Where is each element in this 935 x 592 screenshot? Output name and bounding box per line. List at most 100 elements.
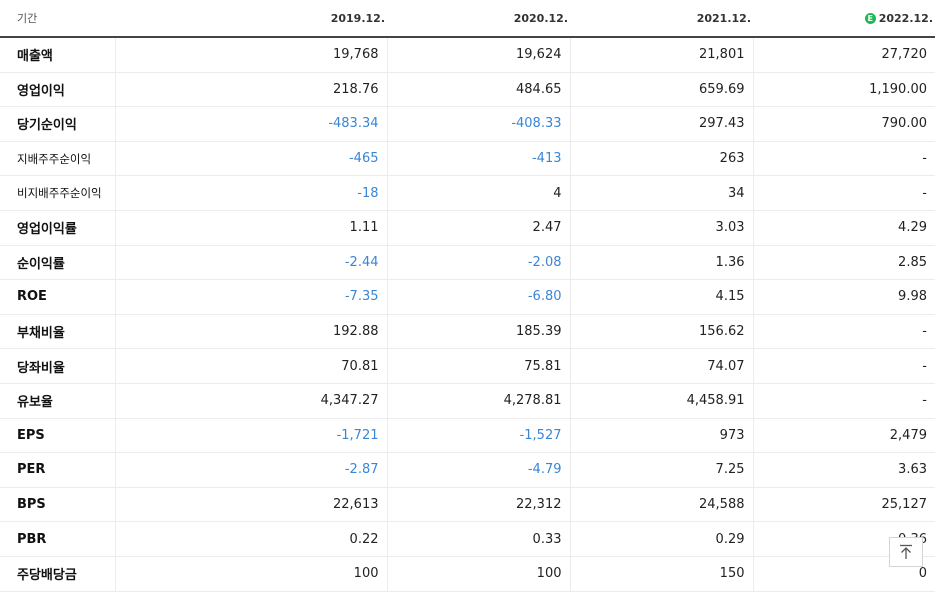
- table-cell: 297.43: [569, 106, 753, 142]
- table-cell: 4.29: [752, 209, 935, 246]
- table-row: 부채비율 192.88 185.39 156.62 -: [0, 313, 935, 350]
- period-header-2022-label: 2022.12.: [878, 11, 933, 25]
- table-row: 주당배당금 100 100 150 0: [0, 555, 935, 592]
- table-cell: 156.62: [569, 313, 753, 350]
- table-cell: 484.65: [386, 72, 570, 108]
- row-label: 매출액: [0, 37, 115, 73]
- table-cell: 75.81: [386, 348, 570, 384]
- table-cell: -2.08: [386, 245, 570, 281]
- table-cell: 1,190.00: [752, 72, 935, 108]
- table-row: 유보율 4,347.27 4,278.81 4,458.91 -: [0, 383, 935, 419]
- table-row: ROE -7.35 -6.80 4.15 9.98: [0, 279, 935, 315]
- table-cell: 4,347.27: [114, 383, 387, 419]
- table-cell: 790.00: [752, 106, 935, 142]
- table-row: 비지배주주순이익 -18 4 34 -: [0, 175, 935, 211]
- period-header-2019: 2019.12.: [115, 0, 387, 38]
- table-cell: 0.29: [569, 521, 753, 557]
- scroll-to-top-button[interactable]: [889, 537, 923, 567]
- table-cell: 3.63: [752, 452, 935, 488]
- period-header-2021: 2021.12.: [570, 0, 753, 38]
- table-cell: -6.80: [386, 279, 570, 315]
- row-label: PBR: [0, 521, 115, 557]
- table-cell: 659.69: [569, 72, 753, 108]
- table-cell: 0.33: [386, 521, 570, 557]
- table-cell: 9.98: [752, 279, 935, 315]
- table-cell: -2.44: [114, 245, 387, 281]
- row-label: 지배주주순이익: [0, 141, 115, 177]
- table-cell: 2.47: [386, 209, 570, 246]
- table-cell: 150: [569, 555, 753, 592]
- row-label: 유보율: [0, 383, 115, 419]
- table-cell: 2.85: [752, 245, 935, 281]
- table-cell: 0.22: [114, 521, 387, 557]
- table-cell: -1,721: [114, 417, 387, 454]
- row-label: 당좌비율: [0, 348, 115, 384]
- arrow-up-to-top-icon: [900, 544, 912, 559]
- table-cell: 25,127: [752, 487, 935, 523]
- table-cell: 4,458.91: [569, 383, 753, 419]
- table-cell: 192.88: [114, 313, 387, 350]
- table-cell: 100: [114, 555, 387, 592]
- table-cell: 74.07: [569, 348, 753, 384]
- row-label: 영업이익: [0, 72, 115, 108]
- table-cell: 973: [569, 417, 753, 454]
- table-row: PER -2.87 -4.79 7.25 3.63: [0, 452, 935, 488]
- table-cell: 1.11: [114, 209, 387, 246]
- table-row: 영업이익 218.76 484.65 659.69 1,190.00: [0, 72, 935, 108]
- table-cell: 19,624: [386, 37, 570, 73]
- row-label: 주당배당금: [0, 555, 115, 592]
- row-label: EPS: [0, 417, 115, 454]
- table-cell: -2.87: [114, 452, 387, 488]
- row-label: 당기순이익: [0, 106, 115, 142]
- row-label: 비지배주주순이익: [0, 175, 115, 211]
- table-row: 순이익률 -2.44 -2.08 1.36 2.85: [0, 245, 935, 281]
- table-row: 매출액 19,768 19,624 21,801 27,720: [0, 37, 935, 73]
- table-cell: -: [752, 175, 935, 211]
- table-row: 당기순이익 -483.34 -408.33 297.43 790.00: [0, 106, 935, 142]
- table-cell: -18: [114, 175, 387, 211]
- table-row: EPS -1,721 -1,527 973 2,479: [0, 417, 935, 454]
- table-row: 영업이익률 1.11 2.47 3.03 4.29: [0, 209, 935, 246]
- period-header-label: 기간: [0, 0, 115, 38]
- row-label: 부채비율: [0, 313, 115, 350]
- table-cell: 100: [386, 555, 570, 592]
- table-cell: -: [752, 383, 935, 419]
- period-header-2020: 2020.12.: [387, 0, 570, 38]
- row-label: BPS: [0, 487, 115, 523]
- row-label: 영업이익률: [0, 209, 115, 246]
- table-row: BPS 22,613 22,312 24,588 25,127: [0, 487, 935, 523]
- table-cell: 7.25: [569, 452, 753, 488]
- table-cell: 22,613: [114, 487, 387, 523]
- table-cell: 4.15: [569, 279, 753, 315]
- table-cell: 3.03: [569, 209, 753, 246]
- estimate-badge-icon: E: [864, 12, 876, 24]
- table-row: 지배주주순이익 -465 -413 263 -: [0, 141, 935, 177]
- table-cell: 263: [569, 141, 753, 177]
- table-cell: -7.35: [114, 279, 387, 315]
- table-cell: -465: [114, 141, 387, 177]
- row-label: ROE: [0, 279, 115, 315]
- table-cell: 4: [386, 175, 570, 211]
- row-label: 순이익률: [0, 245, 115, 281]
- table-cell: 27,720: [752, 37, 935, 73]
- table-cell: 4,278.81: [386, 383, 570, 419]
- table-cell: -413: [386, 141, 570, 177]
- table-cell: -408.33: [386, 106, 570, 142]
- table-cell: 21,801: [569, 37, 753, 73]
- table-cell: 185.39: [386, 313, 570, 350]
- table-cell: 2,479: [752, 417, 935, 454]
- row-label: PER: [0, 452, 115, 488]
- table-cell: 19,768: [114, 37, 387, 73]
- header-row: 기간 2019.12. 2020.12. 2021.12. E 2022.12.: [0, 0, 935, 38]
- table-row: PBR 0.22 0.33 0.29 0.36: [0, 521, 935, 557]
- table-cell: 34: [569, 175, 753, 211]
- table-cell: -1,527: [386, 417, 570, 454]
- table-cell: -: [752, 313, 935, 350]
- table-cell: 1.36: [569, 245, 753, 281]
- table-cell: 218.76: [114, 72, 387, 108]
- table-cell: -: [752, 141, 935, 177]
- period-header-2022: E 2022.12.: [753, 0, 935, 38]
- table-cell: -483.34: [114, 106, 387, 142]
- table-cell: 70.81: [114, 348, 387, 384]
